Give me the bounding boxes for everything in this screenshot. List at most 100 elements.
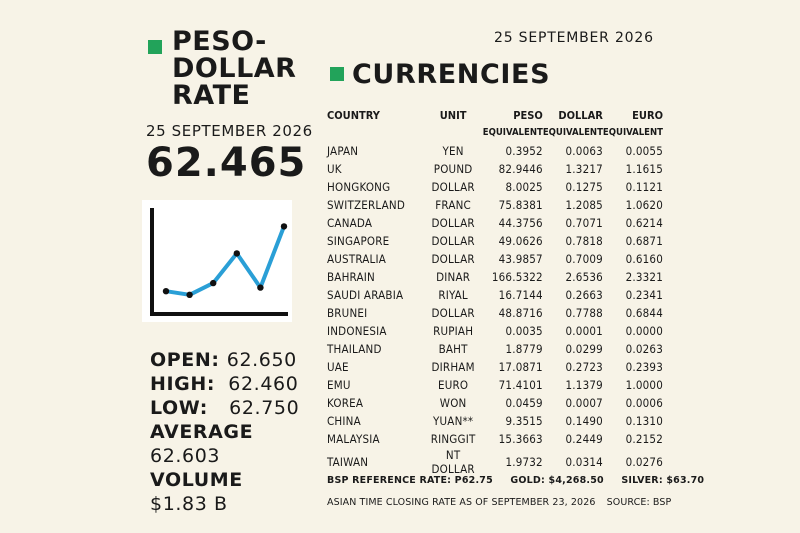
cell-euro: 0.0276 [625, 455, 663, 469]
header-peso: PESO [513, 109, 543, 122]
average-value: 62.603 [150, 445, 221, 467]
title-line-2: DOLLAR [172, 53, 297, 84]
cell-peso: 166.5322 [491, 270, 543, 284]
cell-dollar: 0.0299 [565, 342, 603, 356]
cell-unit: BAHT [438, 342, 468, 356]
cell-country: EMU [327, 378, 351, 392]
cell-unit: NT DOLLAR [431, 448, 475, 476]
current-rate: 62.465 [146, 140, 307, 186]
cell-dollar: 0.0063 [565, 144, 603, 158]
header-dollar: DOLLAR [558, 109, 603, 122]
cell-unit: DOLLAR [431, 216, 475, 230]
data-point [280, 223, 288, 230]
cell-dollar: 2.6536 [565, 270, 603, 284]
bsp-reference-rate: BSP REFERENCE RATE: P62.75 [327, 475, 493, 486]
header-country: COUNTRY [327, 109, 380, 122]
table-row: BRUNEI DOLLAR 48.8716 0.7788 0.6844 [327, 304, 663, 322]
cell-country: SWITZERLAND [327, 198, 405, 212]
cell-country: UK [327, 162, 342, 176]
cell-country: CHINA [327, 414, 361, 428]
high-stat: HIGH: 62.460 [150, 372, 320, 396]
cell-unit: RIYAL [438, 288, 468, 302]
cell-peso: 16.7144 [498, 288, 543, 302]
gold-price: GOLD: $4,268.50 [510, 475, 604, 486]
cell-country: BAHRAIN [327, 270, 375, 284]
cell-euro: 1.1615 [625, 162, 663, 176]
cell-country: SINGAPORE [327, 234, 390, 248]
table-subheader-row: EQUIVALENT EQUIVALENT EQUIVALENT [327, 122, 663, 142]
table-row: AUSTRALIA DOLLAR 43.9857 0.7009 0.6160 [327, 250, 663, 268]
table-header-row: COUNTRY UNIT PESO DOLLAR EURO [327, 104, 663, 122]
cell-dollar: 0.1275 [565, 180, 603, 194]
cell-unit: DOLLAR [431, 180, 475, 194]
cell-unit: RUPIAH [433, 324, 474, 338]
cell-euro: 0.0000 [625, 324, 663, 338]
open-label: OPEN: [150, 349, 220, 371]
cell-peso: 75.8381 [498, 198, 543, 212]
cell-unit: DIRHAM [431, 360, 475, 374]
cell-euro: 0.6844 [625, 306, 663, 320]
currencies-title: CURRENCIES [352, 59, 551, 90]
cell-dollar: 0.7071 [565, 216, 603, 230]
cell-euro: 0.1121 [625, 180, 663, 194]
table-row: SAUDI ARABIA RIYAL 16.7144 0.2663 0.2341 [327, 286, 663, 304]
left-date: 25 SEPTEMBER 2026 [146, 122, 313, 140]
cell-country: HONGKONG [327, 180, 391, 194]
cell-dollar: 0.0007 [565, 396, 603, 410]
cell-peso: 71.4101 [498, 378, 543, 392]
cell-peso: 8.0025 [505, 180, 543, 194]
cell-unit: YEN [442, 144, 464, 158]
volume-label: VOLUME [150, 469, 243, 491]
header-unit: UNIT [439, 109, 467, 122]
low-value: 62.750 [229, 397, 300, 419]
cell-euro: 1.0620 [625, 198, 663, 212]
header-euro: EURO [632, 109, 663, 122]
cell-country: TAIWAN [327, 455, 369, 469]
open-stat: OPEN: 62.650 [150, 348, 320, 372]
cell-peso: 0.3952 [505, 144, 543, 158]
cell-peso: 0.0459 [505, 396, 543, 410]
cell-dollar: 0.2723 [565, 360, 603, 374]
table-row: THAILAND BAHT 1.8779 0.0299 0.0263 [327, 340, 663, 358]
cell-dollar: 0.7009 [565, 252, 603, 266]
table-row: SINGAPORE DOLLAR 49.0626 0.7818 0.6871 [327, 232, 663, 250]
cell-unit: YUAN** [433, 414, 474, 428]
cell-euro: 0.6160 [625, 252, 663, 266]
cell-unit: WON [439, 396, 467, 410]
table-row: EMU EURO 71.4101 1.1379 1.0000 [327, 376, 663, 394]
cell-dollar: 1.1379 [565, 378, 603, 392]
rate-chart-svg [150, 208, 288, 316]
low-label: LOW: [150, 397, 208, 419]
cell-euro: 0.0055 [625, 144, 663, 158]
subheader-country [327, 122, 424, 142]
cell-peso: 82.9446 [498, 162, 543, 176]
cell-peso: 43.9857 [498, 252, 543, 266]
data-point [257, 284, 264, 291]
closing-note: ASIAN TIME CLOSING RATE AS OF SEPTEMBER … [327, 497, 596, 508]
cell-euro: 0.6871 [625, 234, 663, 248]
cell-dollar: 0.0314 [565, 455, 603, 469]
title-line-3: RATE [172, 80, 251, 111]
currencies-table: COUNTRY UNIT PESO DOLLAR EURO EQUIVALENT… [327, 104, 663, 476]
table-row: TAIWAN NT DOLLAR 1.9732 0.0314 0.0276 [327, 448, 663, 476]
cell-unit: DOLLAR [431, 252, 475, 266]
cell-unit: DOLLAR [431, 306, 475, 320]
open-value: 62.650 [226, 349, 297, 371]
cell-peso: 1.9732 [505, 455, 543, 469]
table-row: HONGKONG DOLLAR 8.0025 0.1275 0.1121 [327, 178, 663, 196]
cell-peso: 17.0871 [498, 360, 543, 374]
currencies-table-wrap: COUNTRY UNIT PESO DOLLAR EURO EQUIVALENT… [327, 104, 663, 476]
cell-peso: 44.3756 [498, 216, 543, 230]
cell-unit: RINGGIT [430, 432, 476, 446]
cell-unit: DOLLAR [431, 234, 475, 248]
average-label: AVERAGE [150, 421, 254, 443]
cell-peso: 15.3663 [498, 432, 543, 446]
table-row: KOREA WON 0.0459 0.0007 0.0006 [327, 394, 663, 412]
currencies-marker [330, 67, 344, 81]
table-row: UK POUND 82.9446 1.3217 1.1615 [327, 160, 663, 178]
cell-unit: FRANC [435, 198, 471, 212]
cell-country: INDONESIA [327, 324, 387, 338]
peso-dollar-title: PESO- DOLLAR RATE [172, 28, 322, 109]
cell-dollar: 0.7818 [565, 234, 603, 248]
subheader-dollar: EQUIVALENT [542, 126, 603, 138]
